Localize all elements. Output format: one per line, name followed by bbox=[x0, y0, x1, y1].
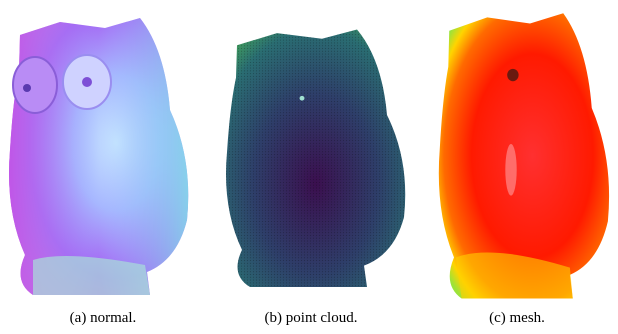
page: (a) normal. (b) point cloud. (c) mesh. (… bbox=[0, 0, 618, 334]
owl-point-cloud bbox=[226, 29, 405, 287]
owl-normal bbox=[9, 18, 188, 295]
caption: (c) mesh. bbox=[489, 310, 545, 326]
caption: (a) normal. bbox=[70, 310, 137, 326]
owl-mesh bbox=[439, 13, 609, 298]
caption: (b) point cloud. bbox=[265, 310, 358, 326]
figure: (a) normal. (b) point cloud. (c) mesh. bbox=[0, 0, 618, 334]
